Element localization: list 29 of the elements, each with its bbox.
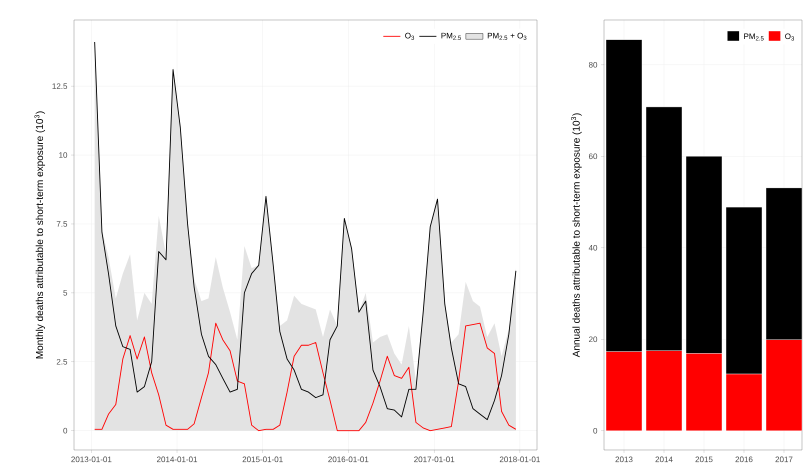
x-tick-label: 2014 bbox=[656, 456, 673, 462]
y-tick-label: 80 bbox=[588, 62, 598, 68]
legend-label: PM$_{2.5}$ bbox=[442, 32, 461, 40]
legend-label: O$_{3}$ bbox=[405, 32, 414, 40]
legend-label: PM$_{2.5}$ bbox=[744, 33, 764, 40]
y-tick-label: 2.5 bbox=[56, 358, 68, 365]
legend-label: O$_{3}$ bbox=[785, 33, 794, 41]
x-tick-label: 2015 bbox=[696, 456, 713, 462]
x-tick-label: 2018-01-01 bbox=[500, 456, 540, 462]
y-axis-title: Annual deaths attributable to short-term exposure (10$^{3}$) bbox=[571, 113, 582, 358]
x-tick-label: 2016-01-01 bbox=[328, 456, 368, 462]
legend-label: PM$_{2.5}$ + O$_{3}$ bbox=[488, 32, 526, 40]
y-tick-label: 12.5 bbox=[52, 83, 68, 89]
x-tick-label: 2014-01-01 bbox=[156, 456, 198, 462]
x-tick-label: 2013-01-01 bbox=[71, 456, 112, 462]
y-tick-label: 5 bbox=[63, 290, 68, 296]
x-tick-label: 2017 bbox=[776, 456, 792, 462]
y-tick-label: 20 bbox=[588, 336, 598, 342]
y-axis-title: Monthly deaths attributable to short-term exposure (10$^{3}$) bbox=[34, 111, 46, 358]
x-tick-label: 2015-01-01 bbox=[242, 456, 283, 462]
y-tick-label: 40 bbox=[588, 244, 598, 251]
y-tick-label: 0 bbox=[593, 428, 598, 434]
x-tick-label: 2016 bbox=[736, 456, 753, 462]
x-tick-label: 2017-01-01 bbox=[414, 456, 454, 462]
x-tick-label: 2013 bbox=[616, 456, 633, 462]
y-tick-label: 60 bbox=[588, 153, 598, 160]
y-tick-label: 0 bbox=[63, 428, 68, 434]
y-tick-label: 10 bbox=[59, 152, 68, 158]
y-tick-label: 7.5 bbox=[56, 221, 68, 227]
